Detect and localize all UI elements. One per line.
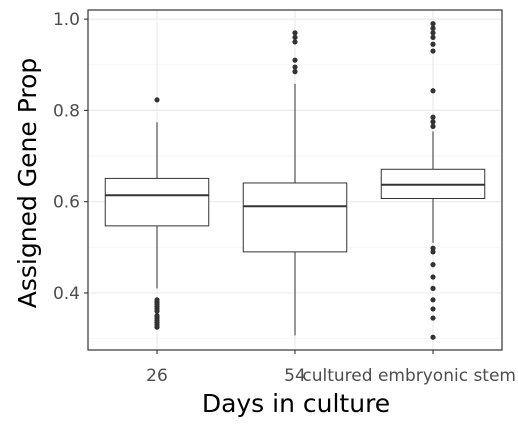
x-tick-label: cultured embryonic stem	[302, 366, 516, 386]
y-tick-label: 0.8	[53, 101, 80, 121]
y-tick-label: 0.6	[53, 193, 80, 213]
outlier-point	[430, 306, 436, 312]
outlier-point	[154, 324, 160, 330]
outlier-point	[430, 334, 436, 340]
y-tick-label: 1.0	[53, 10, 80, 30]
outlier-point	[430, 34, 436, 40]
outlier-point	[430, 285, 436, 291]
outlier-point	[292, 30, 298, 36]
box-2	[242, 30, 348, 336]
outlier-point	[430, 245, 436, 251]
outlier-point	[430, 48, 436, 54]
outlier-point	[430, 274, 436, 280]
outlier-point	[292, 57, 298, 63]
outlier-point	[154, 97, 160, 103]
outlier-point	[430, 123, 436, 129]
x-tick-label: 54	[284, 366, 306, 386]
outlier-point	[430, 88, 436, 94]
outlier-point	[430, 119, 436, 125]
outlier-point	[292, 64, 298, 70]
outlier-point	[292, 34, 298, 40]
outlier-point	[430, 114, 436, 120]
outlier-point	[430, 41, 436, 47]
box-layer	[104, 21, 486, 340]
outlier-point	[292, 69, 298, 75]
outlier-point	[430, 297, 436, 303]
y-tick-label: 0.4	[53, 284, 80, 304]
box-1	[104, 97, 210, 330]
outlier-point	[292, 39, 298, 45]
outlier-point	[430, 315, 436, 321]
x-tick-label: 26	[146, 366, 168, 386]
y-axis: 0.4 0.6 0.8 1.0	[53, 10, 88, 304]
box-iqr	[242, 182, 348, 253]
x-axis-title: Days in culture	[202, 389, 390, 418]
outlier-point	[430, 249, 436, 255]
outlier-point	[430, 21, 436, 27]
box-iqr	[104, 177, 210, 227]
y-axis-title: Assigned Gene Prop	[13, 58, 42, 308]
outlier-point	[154, 308, 160, 314]
outlier-point	[430, 30, 436, 36]
outlier-point	[430, 262, 436, 268]
box-3	[380, 21, 486, 340]
outlier-point	[430, 25, 436, 31]
